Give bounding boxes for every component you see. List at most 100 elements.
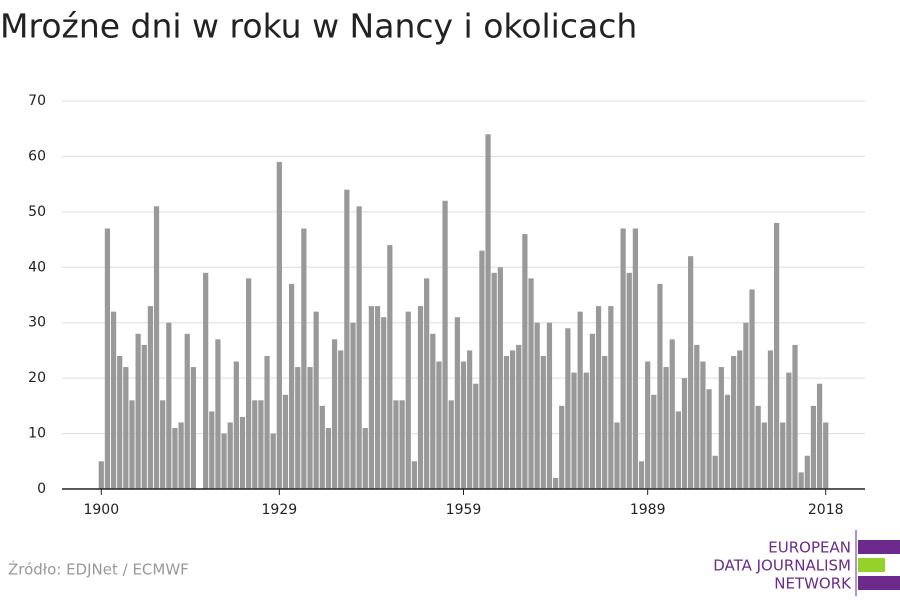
bar <box>540 355 546 489</box>
bar <box>350 322 356 489</box>
bar <box>602 355 608 489</box>
bar <box>338 350 344 489</box>
logo-text: EUROPEAN <box>768 539 851 557</box>
bar <box>546 322 553 489</box>
bar <box>270 433 276 489</box>
bar <box>552 477 559 489</box>
bar <box>632 228 639 489</box>
bar <box>190 367 196 489</box>
logo-bar <box>858 540 900 554</box>
y-tick-label: 40 <box>28 259 46 275</box>
bar <box>706 389 712 489</box>
bar <box>675 411 681 489</box>
bar <box>424 278 430 489</box>
x-tick-label: 1989 <box>630 502 666 518</box>
bar <box>331 339 338 489</box>
y-tick-label: 10 <box>28 426 46 442</box>
bar <box>98 461 104 489</box>
bar <box>798 472 804 489</box>
bar <box>786 372 792 489</box>
x-tick-label: 2018 <box>808 502 844 518</box>
bar <box>767 350 774 489</box>
bar <box>559 405 565 489</box>
x-tick-label: 1900 <box>83 502 119 518</box>
logo-text: DATA JOURNALISM <box>713 557 851 575</box>
bar <box>657 283 663 489</box>
bar <box>153 206 160 490</box>
bar <box>307 367 313 489</box>
bar <box>577 311 583 489</box>
bar <box>448 400 454 489</box>
bar <box>816 383 823 489</box>
bar <box>522 234 528 489</box>
bar <box>246 278 252 489</box>
bar <box>516 344 522 489</box>
bar <box>227 422 233 489</box>
bar <box>755 405 761 489</box>
bar <box>663 367 669 489</box>
bar <box>393 400 399 489</box>
bar <box>436 361 442 489</box>
bar <box>589 333 596 489</box>
bar <box>252 400 258 489</box>
bar <box>491 272 497 489</box>
bar <box>614 422 620 489</box>
bar <box>117 355 123 489</box>
bar <box>645 361 651 489</box>
bar <box>344 189 350 489</box>
bar <box>362 428 368 489</box>
bar <box>638 461 645 489</box>
bar <box>313 311 319 489</box>
bar <box>583 372 589 489</box>
bar <box>387 245 393 489</box>
bar <box>276 161 282 489</box>
y-tick-label: 0 <box>37 481 46 497</box>
bar <box>430 333 436 489</box>
logo-text: NETWORK <box>774 575 852 593</box>
bar <box>737 350 743 489</box>
bar <box>460 361 467 489</box>
bar <box>166 322 172 489</box>
bar <box>295 367 301 489</box>
bar <box>534 322 540 489</box>
bar <box>700 361 706 489</box>
bar <box>381 317 387 489</box>
bar <box>804 455 810 489</box>
y-tick-label: 50 <box>28 204 46 220</box>
bar <box>178 422 184 489</box>
bar <box>479 250 485 489</box>
bar <box>626 272 632 489</box>
bar <box>712 455 718 489</box>
bar <box>694 344 700 489</box>
bar <box>209 411 215 489</box>
bar <box>172 428 178 489</box>
bar <box>374 306 381 489</box>
bar <box>368 306 375 489</box>
bar <box>773 222 780 489</box>
source: Źródło: EDJNet / ECMWF <box>8 560 189 579</box>
bar <box>325 428 332 489</box>
bar <box>595 306 602 489</box>
bar <box>510 350 516 489</box>
bar <box>761 422 767 489</box>
bar <box>497 267 503 489</box>
bar <box>620 228 626 489</box>
bar <box>184 333 190 489</box>
bar <box>473 383 479 489</box>
y-tick-label: 70 <box>28 93 46 109</box>
bar <box>123 367 129 489</box>
bar <box>135 333 141 489</box>
bar <box>110 311 117 489</box>
bar <box>810 405 817 489</box>
bar <box>203 272 209 489</box>
bar <box>356 206 362 490</box>
bar <box>780 422 786 489</box>
bar <box>215 339 221 489</box>
bar <box>724 394 731 489</box>
bar <box>743 322 749 489</box>
y-tick-label: 20 <box>28 370 46 386</box>
bar <box>565 328 571 489</box>
bar <box>454 317 460 489</box>
bar <box>405 311 411 489</box>
bar <box>160 400 166 489</box>
